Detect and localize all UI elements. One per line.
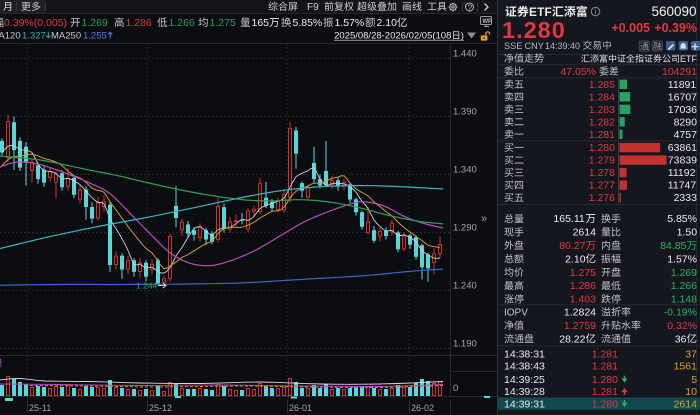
svg-text:1.280: 1.280 (592, 374, 618, 386)
svg-text:1.2759: 1.2759 (564, 320, 596, 332)
svg-text:?: ? (468, 3, 473, 12)
svg-text:5.85%: 5.85% (667, 213, 697, 225)
svg-text:1.266: 1.266 (671, 280, 697, 292)
svg-text:1.266: 1.266 (169, 17, 195, 29)
svg-text:1561: 1561 (674, 361, 698, 373)
svg-text:165: 165 (252, 17, 270, 29)
svg-text:104291: 104291 (662, 66, 697, 78)
svg-text:5: 5 (691, 374, 697, 386)
svg-text:11891: 11891 (668, 79, 697, 91)
svg-text:1.390: 1.390 (453, 107, 477, 118)
svg-text:i: i (595, 7, 597, 17)
svg-text:1.280: 1.280 (589, 142, 615, 154)
svg-text:1.327: 1.327 (22, 31, 46, 42)
svg-text:1.57%: 1.57% (667, 253, 697, 265)
svg-text:25-11: 25-11 (29, 403, 51, 413)
svg-text:1.276: 1.276 (589, 192, 615, 204)
svg-text:1.244: 1.244 (136, 281, 158, 291)
svg-text:14:39:28: 14:39:28 (504, 386, 545, 398)
svg-text:28.22: 28.22 (559, 333, 585, 345)
svg-text:47.05%: 47.05% (560, 66, 596, 78)
svg-text:26-02: 26-02 (411, 403, 434, 413)
svg-text:1.240: 1.240 (453, 281, 477, 292)
svg-text:1.340: 1.340 (453, 165, 477, 176)
svg-text:1.2824: 1.2824 (564, 307, 596, 319)
svg-text:11747: 11747 (668, 180, 697, 192)
svg-text:»: » (481, 213, 487, 225)
svg-text:2025/08/28-2026/02/05(108: 2025/08/28-2026/02/05(108 (334, 31, 451, 42)
svg-text:560090: 560090 (652, 4, 697, 19)
svg-text:1.281: 1.281 (592, 348, 618, 360)
svg-text:165.11: 165.11 (553, 213, 584, 225)
svg-text:2614: 2614 (674, 398, 698, 410)
svg-text:CNY: CNY (525, 41, 544, 51)
svg-text:37: 37 (685, 348, 697, 360)
svg-text:1.277: 1.277 (589, 180, 615, 192)
svg-text:1.269: 1.269 (671, 267, 697, 279)
svg-text:): ) (461, 31, 464, 42)
svg-text:ETF: ETF (680, 54, 698, 64)
svg-text:2.10: 2.10 (565, 253, 586, 265)
svg-text:ETF: ETF (529, 5, 552, 19)
svg-text:1.282: 1.282 (589, 116, 615, 128)
svg-text:4757: 4757 (674, 129, 698, 141)
svg-text:IOPV: IOPV (504, 308, 528, 319)
svg-text:MA120: MA120 (0, 31, 21, 42)
svg-text:17036: 17036 (668, 104, 697, 116)
svg-text:2614: 2614 (573, 227, 597, 239)
svg-text:1.286: 1.286 (126, 17, 152, 29)
svg-text:1.269: 1.269 (82, 17, 108, 29)
svg-text:0: 0 (453, 383, 458, 394)
svg-text:1.281: 1.281 (592, 361, 618, 373)
svg-text:80.27: 80.27 (559, 240, 585, 252)
svg-text:1.286: 1.286 (570, 280, 596, 292)
svg-text:-0.19%: -0.19% (664, 307, 697, 319)
svg-text:8290: 8290 (674, 116, 698, 128)
svg-text:1.283: 1.283 (589, 104, 615, 116)
svg-text:0.32%: 0.32% (667, 320, 697, 332)
svg-text:2333: 2333 (674, 192, 698, 204)
svg-text:1.280: 1.280 (502, 17, 566, 43)
svg-text:2.10: 2.10 (377, 17, 398, 29)
svg-text:+0.39%: +0.39% (654, 21, 697, 35)
svg-text:14:38:31: 14:38:31 (504, 348, 545, 360)
svg-text:0.39%(0.005): 0.39%(0.005) (4, 17, 67, 29)
svg-text:1.275: 1.275 (570, 267, 596, 279)
svg-text:F9: F9 (307, 2, 319, 13)
svg-text:MA250: MA250 (51, 31, 81, 42)
svg-text:14:38:43: 14:38:43 (504, 361, 545, 373)
svg-text:SSE: SSE (504, 41, 522, 51)
svg-text:1.50: 1.50 (677, 227, 698, 239)
svg-text:10: 10 (685, 386, 697, 398)
svg-text:1.275: 1.275 (210, 17, 236, 29)
svg-text:1.281: 1.281 (589, 129, 615, 141)
svg-text:14:39:25: 14:39:25 (504, 374, 545, 386)
svg-text:84.85: 84.85 (660, 240, 686, 252)
svg-text:63861: 63861 (668, 142, 697, 154)
svg-text:1.281: 1.281 (592, 386, 618, 398)
svg-text:1.403: 1.403 (570, 294, 596, 306)
svg-text:25-12: 25-12 (149, 403, 172, 413)
svg-text:1.255: 1.255 (83, 31, 107, 42)
svg-text:14:39:31: 14:39:31 (504, 398, 545, 410)
svg-text:26-01: 26-01 (289, 403, 312, 413)
svg-text:1.190: 1.190 (453, 339, 477, 350)
svg-text:14:39:40: 14:39:40 (545, 41, 580, 51)
svg-text:WP: WP (482, 19, 492, 25)
svg-text:1.148: 1.148 (671, 294, 697, 306)
svg-text:1.285: 1.285 (589, 79, 615, 91)
svg-text:16707: 16707 (668, 91, 697, 103)
svg-text:1.279: 1.279 (589, 155, 615, 167)
svg-text:11192: 11192 (668, 167, 696, 179)
svg-text:1.290: 1.290 (453, 223, 477, 234)
svg-text:5.85%: 5.85% (293, 17, 323, 29)
svg-text:+0.005: +0.005 (611, 21, 650, 35)
svg-text:1.280: 1.280 (592, 398, 618, 410)
svg-text:1.278: 1.278 (589, 167, 615, 179)
svg-text:73839: 73839 (668, 155, 697, 167)
svg-text:36: 36 (675, 333, 687, 345)
svg-text:1.284: 1.284 (589, 91, 615, 103)
svg-text:1.57%: 1.57% (335, 17, 365, 29)
svg-text:1.440: 1.440 (453, 49, 477, 60)
